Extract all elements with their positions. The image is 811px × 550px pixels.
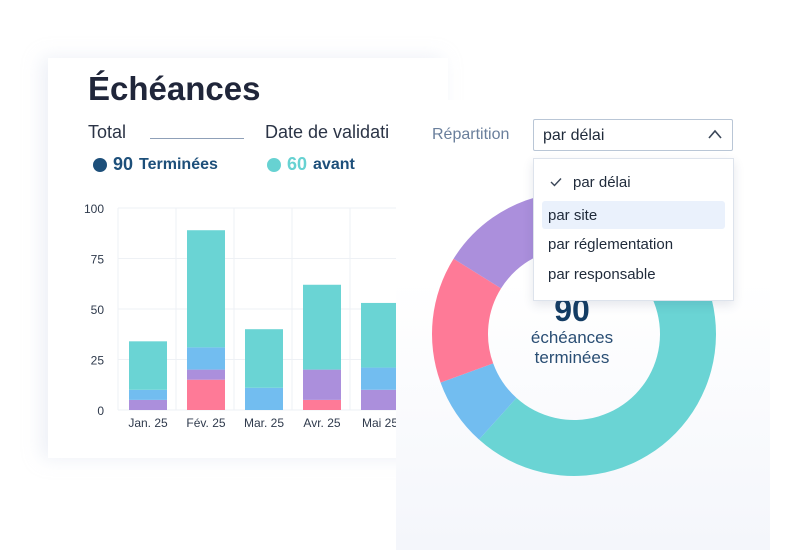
bar-segment: [361, 367, 399, 390]
repartition-label: Répartition: [432, 126, 510, 143]
option-par-reglementation[interactable]: par réglementation: [534, 230, 733, 258]
bar-segment: [187, 230, 225, 348]
bar-segment: [129, 389, 167, 400]
option-par-responsable[interactable]: par responsable: [534, 260, 733, 288]
option-par-site[interactable]: par site: [542, 201, 725, 229]
legend-dot-avant: [267, 157, 281, 172]
bar-segment: [361, 389, 399, 410]
repartition-select[interactable]: par délai: [533, 119, 733, 151]
bar-segment: [187, 369, 225, 380]
tab-date-validation[interactable]: Date de validati: [265, 122, 390, 142]
stat-avant-value: 60: [287, 154, 308, 174]
stat-terminees-value: 90: [113, 154, 134, 174]
bar-segment: [303, 284, 341, 370]
bar-segment: [187, 379, 225, 410]
tab-total[interactable]: Total: [88, 122, 127, 142]
option-label: par site: [548, 207, 598, 224]
bar-segment: [303, 369, 341, 400]
bar-segment: [245, 329, 283, 388]
repartition-select-value: par délai: [543, 127, 605, 144]
stat-terminees-label: Terminées: [139, 155, 218, 173]
tab-underline: [150, 138, 244, 139]
bar-segment: [245, 387, 283, 410]
y-tick-label: 75: [91, 253, 105, 267]
x-tick-label: Mar. 25: [244, 416, 284, 430]
donut-center-line-1: échéances: [530, 328, 614, 347]
bar-segment: [303, 399, 341, 410]
donut-slice: [432, 258, 502, 383]
repartition-dropdown: par délai par site par réglementation pa…: [533, 158, 734, 301]
option-label: par responsable: [548, 266, 656, 283]
chevron-up-icon: [708, 129, 722, 139]
y-tick-label: 0: [97, 404, 104, 418]
donut-slice: [453, 195, 557, 289]
bar-segment: [187, 347, 225, 370]
x-tick-label: Jan. 25: [128, 416, 168, 430]
check-icon: [550, 178, 562, 187]
y-tick-label: 25: [91, 354, 105, 368]
donut-slice: [440, 363, 517, 440]
y-tick-label: 100: [84, 202, 104, 216]
y-tick-label: 50: [91, 303, 105, 317]
x-tick-label: Avr. 25: [303, 416, 340, 430]
page-title: Échéances: [88, 70, 261, 107]
stat-avant: 60 avant: [267, 154, 355, 175]
stat-avant-label: avant: [313, 155, 355, 173]
bar-segment: [129, 399, 167, 410]
option-label: par délai: [573, 174, 631, 191]
bar-segment: [129, 341, 167, 390]
bar-segment: [361, 302, 399, 368]
option-label: par réglementation: [548, 236, 674, 253]
legend-dot-terminees: [93, 157, 107, 172]
stat-terminees: 90 Terminées: [93, 154, 218, 175]
x-tick-label: Mai 25: [362, 416, 398, 430]
donut-center-line-2: terminées: [534, 348, 610, 367]
donut-center-label: échéances terminées: [502, 328, 642, 368]
option-par-delai[interactable]: par délai: [534, 168, 733, 196]
x-tick-label: Fév. 25: [186, 416, 225, 430]
